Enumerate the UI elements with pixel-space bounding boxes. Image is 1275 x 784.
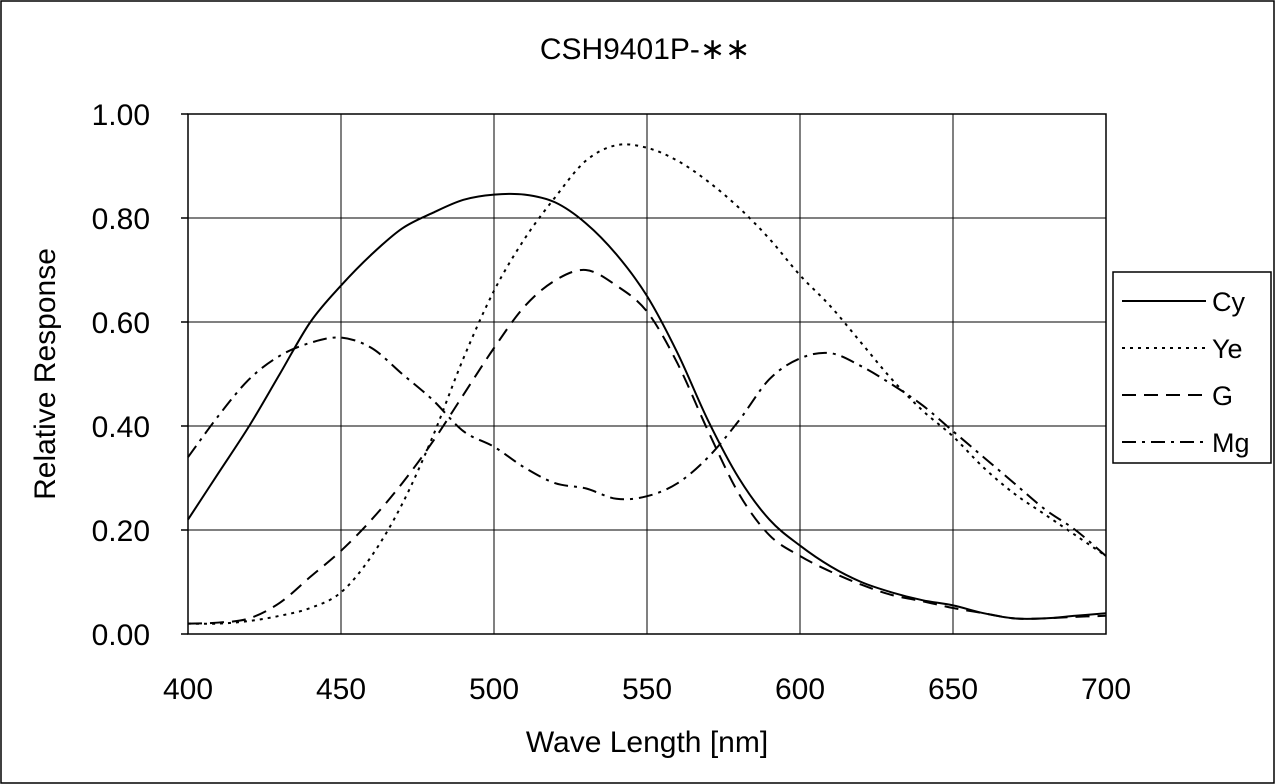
y-tick-label: 1.00 [92,99,150,132]
x-tick-label: 650 [928,673,978,706]
x-tick-label: 450 [316,673,366,706]
x-tick-label: 600 [775,673,825,706]
legend-label-g: G [1212,381,1233,411]
y-axis-ticks: 0.00 0.20 0.40 0.60 0.80 1.00 [92,99,188,652]
y-tick-label: 0.60 [92,307,150,340]
legend-label-ye: Ye [1212,334,1243,364]
y-tick-label: 0.40 [92,411,150,444]
legend-box [1112,271,1272,464]
y-tick-label: 0.80 [92,203,150,236]
series-line-g [187,268,1107,625]
series-line-mg [187,336,1107,557]
x-axis-label: Wave Length [nm] [526,726,768,759]
chart-title: CSH9401P-∗∗ [540,33,750,66]
legend: Cy Ye G Mg [1112,271,1272,464]
series-line-ye [187,143,1107,625]
x-tick-label: 500 [469,673,519,706]
plot-area-border [187,113,1107,635]
y-axis-label: Relative Response [29,248,62,500]
x-tick-label: 550 [622,673,672,706]
y-tick-label: 0.20 [92,515,150,548]
y-tick-label: 0.00 [92,619,150,652]
series-group [187,143,1107,625]
x-tick-label: 700 [1081,673,1131,706]
series-line-cy [187,192,1107,620]
legend-label-mg: Mg [1212,428,1250,458]
x-axis-ticks: 400 450 500 550 600 650 700 [163,673,1131,706]
legend-label-cy: Cy [1212,287,1245,317]
x-tick-label: 400 [163,673,213,706]
